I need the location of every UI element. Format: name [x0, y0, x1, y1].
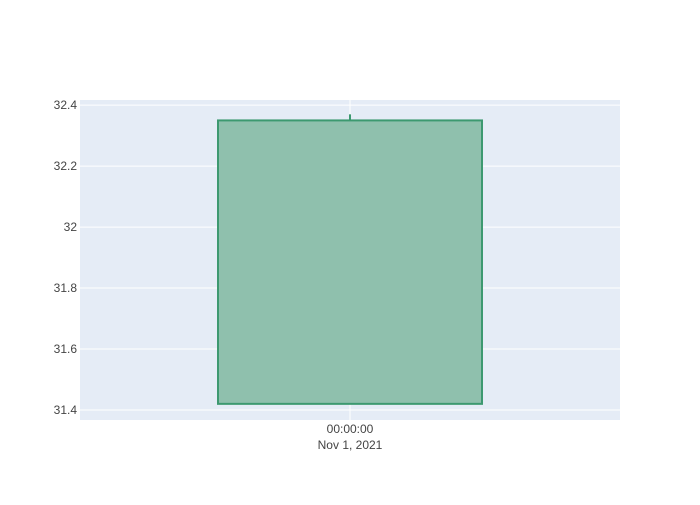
x-tick-label-date: Nov 1, 2021: [318, 438, 383, 452]
x-tick-label-time: 00:00:00: [327, 422, 374, 436]
candle-body[interactable]: [217, 119, 483, 405]
y-tick-label: 31.6: [54, 342, 78, 356]
y-tick-label: 31.4: [54, 403, 78, 417]
y-tick-label: 32: [64, 220, 78, 234]
x-axis: 00:00:00 Nov 1, 2021: [318, 422, 383, 452]
y-tick-label: 31.8: [54, 281, 78, 295]
candles: [217, 114, 483, 405]
y-axis: 31.4 31.6 31.8 32 32.2 32.4: [54, 98, 78, 417]
y-tick-label: 32.2: [54, 159, 78, 173]
y-tick-label: 32.4: [54, 98, 78, 112]
